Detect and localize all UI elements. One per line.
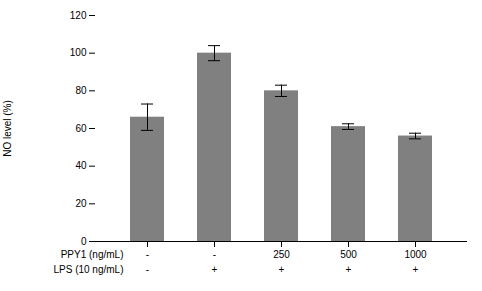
svg-text:PPY1 (ng/mL): PPY1 (ng/mL) — [61, 249, 124, 260]
svg-text:+: + — [212, 264, 218, 275]
svg-text:120: 120 — [70, 10, 87, 21]
svg-text:+: + — [346, 264, 352, 275]
svg-text:250: 250 — [273, 249, 290, 260]
svg-text:LPS (10 ng/mL): LPS (10 ng/mL) — [53, 264, 123, 275]
svg-text:80: 80 — [75, 85, 87, 96]
svg-text:NO level (%): NO level (%) — [2, 100, 13, 157]
svg-text:-: - — [146, 249, 149, 260]
svg-text:20: 20 — [75, 198, 87, 209]
svg-text:-: - — [146, 264, 149, 275]
svg-text:60: 60 — [75, 123, 87, 134]
svg-text:+: + — [413, 264, 419, 275]
svg-text:100: 100 — [70, 47, 87, 58]
svg-text:40: 40 — [75, 160, 87, 171]
svg-text:500: 500 — [340, 249, 357, 260]
svg-text:+: + — [279, 264, 285, 275]
svg-text:0: 0 — [81, 236, 87, 247]
svg-text:1000: 1000 — [404, 249, 427, 260]
svg-text:-: - — [213, 249, 216, 260]
